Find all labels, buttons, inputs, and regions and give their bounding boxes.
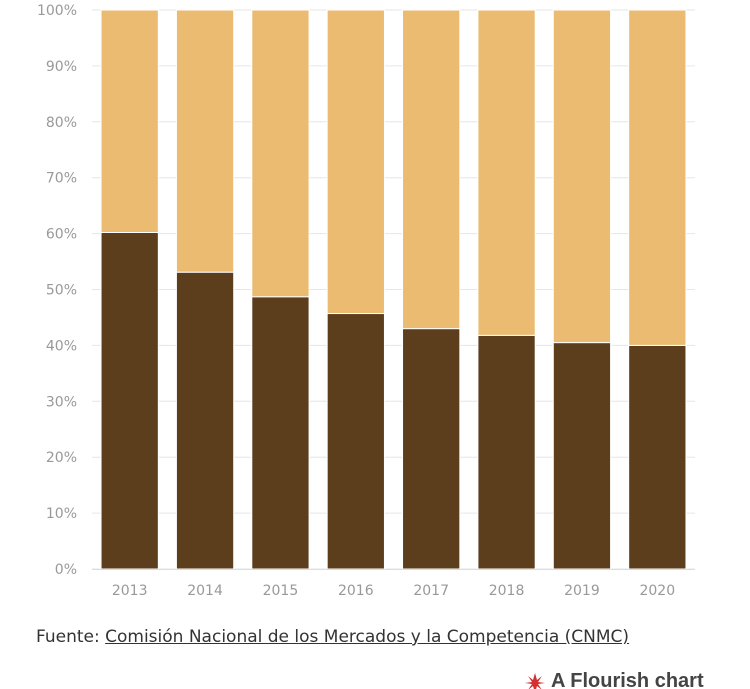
bar-segment-1[interactable] [251,296,310,570]
source-link[interactable]: Comisión Nacional de los Mercados y la C… [105,627,630,647]
y-tick-label: 0% [55,562,77,578]
y-tick-label: 30% [46,394,77,410]
x-tick-label: 2020 [639,583,675,599]
y-tick-label: 10% [46,506,77,522]
bar-segment-1[interactable] [402,328,461,570]
y-tick-label: 80% [46,115,77,131]
bars [100,9,687,570]
flourish-credit[interactable]: A Flourish chart [524,670,704,689]
x-tick-label: 2015 [263,583,299,599]
flourish-logo-icon [525,673,545,689]
bar-segment-2[interactable] [175,9,235,273]
y-axis: 0% 10% 20% 30% 40% 50% 60% 70% 80% 90% 100% [37,3,77,578]
bar-segment-1[interactable] [100,231,159,570]
y-tick-label: 50% [46,283,77,299]
source-note: Fuente: Comisión Nacional de los Mercado… [36,627,629,647]
x-tick-label: 2016 [338,583,374,599]
y-tick-label: 90% [46,59,77,75]
stacked-bar-chart: 0%10%20%30%40%50%60%70%80%90%100% 2013 20… [37,3,695,599]
bar-segment-1[interactable] [477,334,536,570]
bar-segment-2[interactable] [628,9,687,346]
bar-segment-2[interactable] [552,9,612,344]
bar-segment-2[interactable] [477,9,536,336]
bar-segment-1[interactable] [326,313,385,570]
x-tick-label: 2019 [564,583,600,599]
y-tick-label: 70% [46,171,77,187]
bar-segment-2[interactable] [251,9,310,298]
x-tick-label: 2017 [413,583,449,599]
x-tick-label: 2013 [112,583,148,599]
y-tick-label: 20% [46,450,77,466]
bar-segment-1[interactable] [628,344,687,570]
source-prefix: Fuente: [36,627,106,647]
bar-segment-2[interactable] [326,9,385,315]
bar-segment-2[interactable] [100,9,159,233]
x-axis: 2013 2014 2015 2016 2017 2018 2019 2020 [92,569,695,599]
bar-segment-1[interactable] [175,271,235,570]
y-tick-label: 60% [46,227,77,243]
credit-label: A Flourish chart [551,670,704,689]
y-tick-label: 100% [37,3,77,19]
bar-segment-2[interactable] [402,9,461,330]
x-tick-label: 2014 [187,583,223,599]
y-tick-label: 40% [46,338,77,354]
x-tick-label: 2018 [489,583,525,599]
bar-segment-1[interactable] [552,342,612,570]
